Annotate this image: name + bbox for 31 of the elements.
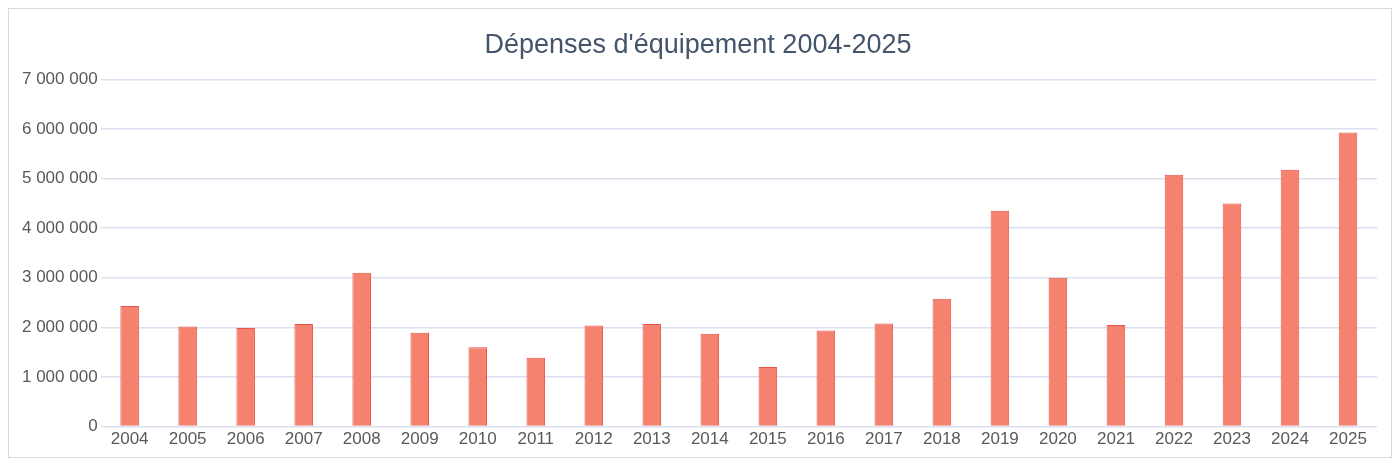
chart-title: Dépenses d'équipement 2004-2025 bbox=[484, 28, 912, 59]
y-tick-label: 7 000 000 bbox=[21, 69, 98, 89]
x-tick-label: 2010 bbox=[458, 429, 497, 449]
x-tick-label: 2013 bbox=[632, 429, 671, 449]
y-tick-label: 2 000 000 bbox=[21, 317, 98, 337]
x-tick-label: 2024 bbox=[1271, 429, 1309, 449]
x-tick-label: 2007 bbox=[284, 429, 323, 449]
y-tick-label: 1 000 000 bbox=[21, 366, 98, 386]
y-tick-label: 3 000 000 bbox=[21, 267, 98, 287]
x-tick-label: 2023 bbox=[1213, 429, 1251, 449]
x-tick-label: 2018 bbox=[922, 429, 961, 449]
x-tick-label: 2025 bbox=[1329, 429, 1367, 449]
y-tick-label: 0 bbox=[88, 416, 98, 436]
x-tick-label: 2004 bbox=[110, 429, 149, 449]
x-tick-label: 2006 bbox=[226, 429, 265, 449]
x-tick-label: 2016 bbox=[806, 429, 845, 449]
x-tick-label: 2009 bbox=[400, 429, 439, 449]
x-tick-label: 2020 bbox=[1038, 429, 1077, 449]
y-tick-label: 6 000 000 bbox=[21, 118, 98, 138]
x-tick-label: 2005 bbox=[168, 429, 207, 449]
x-tick-label: 2012 bbox=[574, 429, 613, 449]
x-tick-label: 2008 bbox=[342, 429, 381, 449]
x-tick-label: 2022 bbox=[1155, 429, 1193, 449]
x-tick-label: 2019 bbox=[980, 429, 1019, 449]
x-tick-label: 2021 bbox=[1097, 429, 1135, 449]
x-tick-label: 2017 bbox=[864, 429, 903, 449]
y-tick-label: 4 000 000 bbox=[21, 217, 98, 237]
x-tick-label: 2014 bbox=[690, 429, 729, 449]
y-tick-label: 5 000 000 bbox=[21, 168, 98, 188]
x-tick-label: 2015 bbox=[748, 429, 787, 449]
x-tick-label: 2011 bbox=[517, 429, 555, 449]
